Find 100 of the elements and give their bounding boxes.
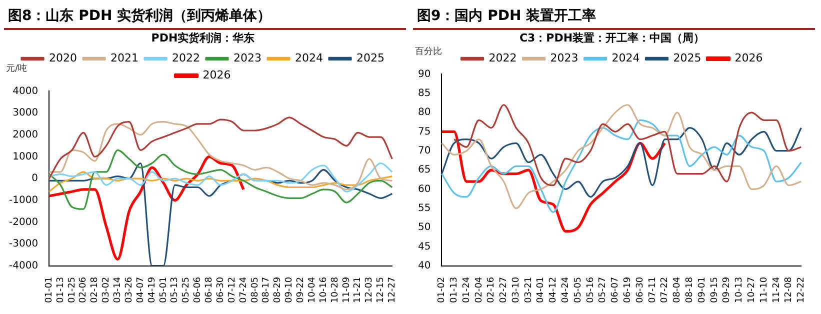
y-tick-label: 60 xyxy=(418,184,431,195)
x-tick-label: 01-13 xyxy=(56,276,66,304)
x-tick-label: 06-30 xyxy=(635,276,646,304)
x-tick-label: 05-16 xyxy=(586,276,596,304)
y-tick-label: 90 xyxy=(418,68,431,80)
legend-label: 2022 xyxy=(488,52,517,65)
x-tick-label: 05-25 xyxy=(182,276,192,304)
chart-title: 图9：国内 PDH 装置开工率 xyxy=(413,4,815,30)
legend-label: 2025 xyxy=(673,52,702,65)
y-tick-label: 50 xyxy=(418,222,431,234)
line-series xyxy=(48,155,245,261)
x-tick-label: 06-06 xyxy=(193,276,204,304)
y-tick-label: 4000 xyxy=(12,86,38,97)
x-tick-label: 02-16 xyxy=(486,276,497,304)
x-tick-label: 07-22 xyxy=(660,276,670,304)
y-tick-label: -2000 xyxy=(8,216,38,228)
legend-label: 2020 xyxy=(49,52,78,65)
x-tick-label: 10-13 xyxy=(734,276,745,304)
line-series xyxy=(48,171,393,192)
y-tick-label: 2000 xyxy=(12,129,38,140)
x-tick-label: 11-09 xyxy=(342,276,352,304)
y-axis-title: 百分比 xyxy=(415,46,442,58)
chart-subtitle: C3：PDH装置：开工率：中国（周） xyxy=(519,31,705,44)
x-tick-label: 04-07 xyxy=(136,276,146,304)
x-tick-label: 03-10 xyxy=(511,276,522,304)
x-tick-label: 10-04 xyxy=(307,276,318,304)
x-tick-label: 03-26 xyxy=(124,276,134,304)
x-tick-label: 03-02 xyxy=(102,276,112,304)
x-tick-label: 01-13 xyxy=(449,276,460,304)
x-tick-label: 04-12 xyxy=(548,276,559,304)
line-series xyxy=(440,127,802,198)
x-tick-label: 09-01 xyxy=(697,276,708,304)
x-tick-label: 04-01 xyxy=(536,276,546,304)
line-series xyxy=(440,104,802,210)
x-tick-label: 02-18 xyxy=(90,276,100,304)
y-tick-label: 3000 xyxy=(12,108,38,119)
legend-label: 2024 xyxy=(294,52,323,65)
x-tick-label: 05-13 xyxy=(170,276,180,304)
x-tick-label: 08-29 xyxy=(273,276,284,304)
x-tick-label: 01-01 xyxy=(44,276,54,304)
legend-label: 2026 xyxy=(202,68,231,82)
y-tick-label: 85 xyxy=(418,88,431,99)
y-tick-label: -3000 xyxy=(8,238,38,250)
x-tick-label: 09-22 xyxy=(296,276,306,304)
y-tick-label: 70 xyxy=(418,145,431,156)
x-tick-label: 09-10 xyxy=(284,276,295,304)
x-tick-label: 05-27 xyxy=(598,276,608,304)
y-tick-label: 80 xyxy=(418,107,431,118)
x-tick-label: 02-06 xyxy=(78,276,89,304)
legend-label: 2024 xyxy=(612,52,640,65)
legend-label: 2023 xyxy=(550,52,578,65)
x-tick-label: 06-19 xyxy=(623,276,634,304)
chart-title: 图8：山东 PDH 实货利润（到丙烯单体） xyxy=(4,4,406,30)
x-tick-label: 12-15 xyxy=(376,276,386,304)
y-tick-label: -1000 xyxy=(8,194,38,206)
x-tick-label: 11-10 xyxy=(759,276,770,304)
x-tick-label: 08-04 xyxy=(672,276,683,304)
y-axis-title: 元/吨 xyxy=(6,63,28,74)
x-tick-label: 04-24 xyxy=(561,276,572,304)
line-series xyxy=(453,104,802,186)
x-tick-label: 08-05 xyxy=(250,276,260,304)
x-tick-label: 05-01 xyxy=(158,276,169,304)
x-tick-label: 11-21 xyxy=(353,276,364,304)
x-tick-label: 12-27 xyxy=(388,276,398,304)
line-series xyxy=(440,119,802,213)
x-tick-label: 07-11 xyxy=(648,276,658,304)
x-tick-label: 01-25 xyxy=(67,276,78,304)
x-tick-label: 10-27 xyxy=(746,276,757,304)
y-tick-label: 75 xyxy=(418,126,431,138)
x-tick-label: 05-05 xyxy=(573,276,584,304)
x-tick-label: 04-19 xyxy=(147,276,158,304)
x-tick-label: 09-15 xyxy=(710,276,720,304)
legend-label: 2025 xyxy=(356,52,384,65)
x-tick-label: 12-08 xyxy=(784,276,794,304)
x-tick-label: 08-18 xyxy=(684,276,695,304)
y-tick-label: 45 xyxy=(418,241,431,252)
y-tick-label: 40 xyxy=(418,260,431,272)
x-tick-label: 08-17 xyxy=(262,276,272,304)
x-tick-label: 02-04 xyxy=(474,276,484,304)
legend-label: 2021 xyxy=(110,52,139,65)
line-series xyxy=(48,116,393,180)
x-tick-label: 02-27 xyxy=(499,276,510,304)
x-tick-label: 11-24 xyxy=(772,276,782,304)
y-tick-label: 65 xyxy=(418,164,431,176)
x-tick-label: 09-29 xyxy=(722,276,732,304)
chart-subtitle: PDH实货利润：华东 xyxy=(151,31,255,44)
x-tick-label: 03-14 xyxy=(113,276,124,304)
x-tick-label: 07-24 xyxy=(238,276,249,304)
x-tick-label: 12-22 xyxy=(796,276,807,304)
x-tick-label: 06-18 xyxy=(204,276,215,304)
y-tick-label: 55 xyxy=(418,202,431,214)
x-tick-label: 10-16 xyxy=(318,276,329,304)
x-tick-label: 10-28 xyxy=(330,276,340,304)
legend-label: 2022 xyxy=(172,52,200,65)
x-tick-label: 07-12 xyxy=(227,276,238,304)
line-series xyxy=(48,120,393,190)
x-tick-label: 12-03 xyxy=(364,276,375,304)
y-tick-label: -4000 xyxy=(8,260,38,272)
x-tick-label: 01-24 xyxy=(462,276,472,304)
y-tick-label: 0 xyxy=(32,173,38,184)
